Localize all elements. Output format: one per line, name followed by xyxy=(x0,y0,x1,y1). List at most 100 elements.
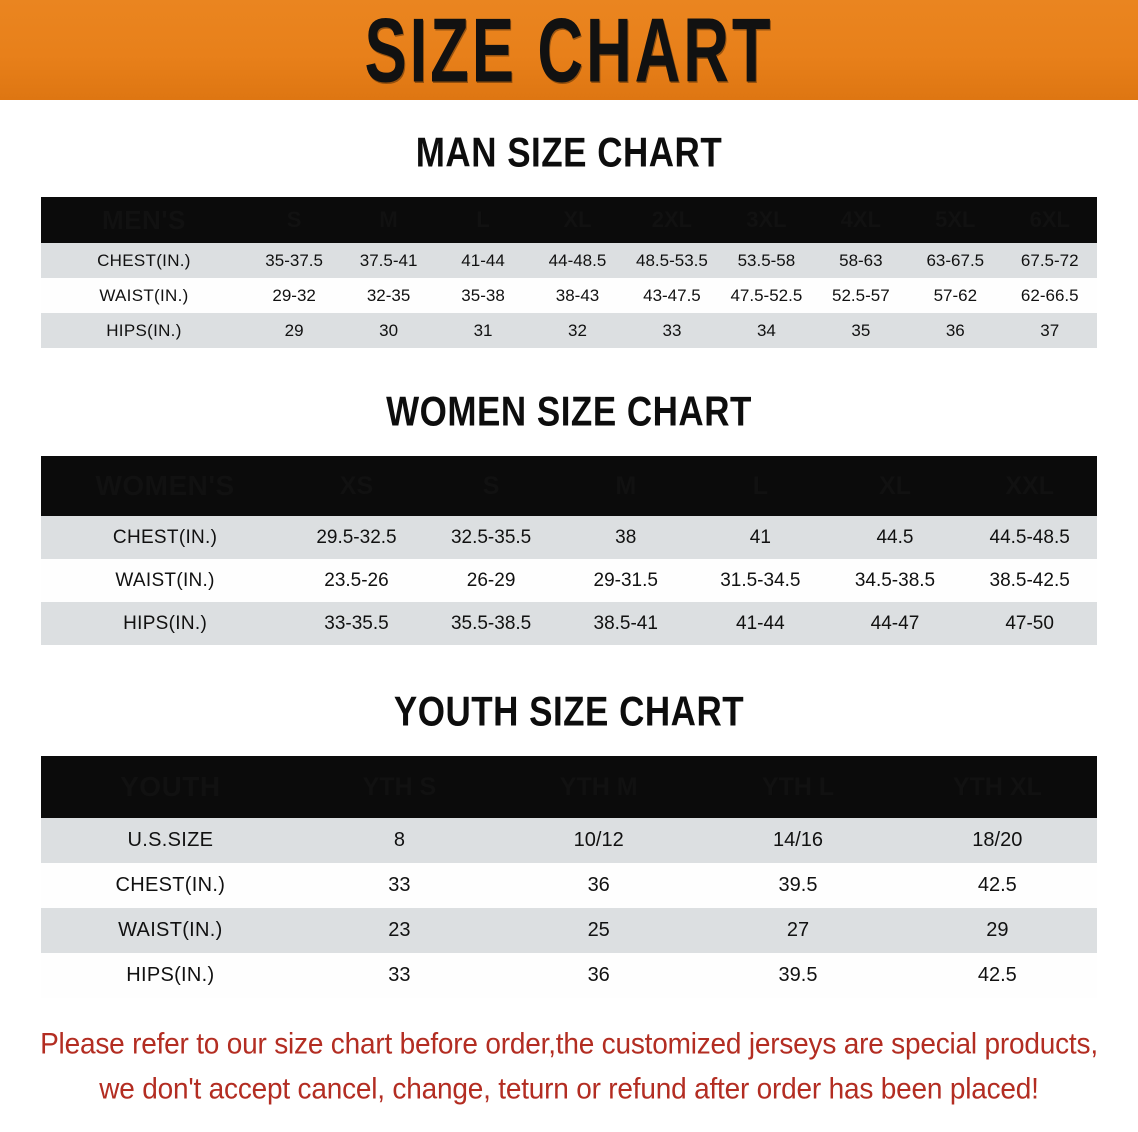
table-row: WAIST(IN.) 23 25 27 29 xyxy=(41,908,1097,953)
man-size-table-wrapper: MEN'S S M L XL 2XL 3XL 4XL 5XL 6XL CHEST(IN.) 35-… xyxy=(41,197,1097,348)
table-row: WAIST(IN.) 23.5-26 26-29 29-31.5 31.5-34.5 34… xyxy=(41,559,1097,602)
order-policy-note: Please refer to our size chart before or… xyxy=(34,1022,1104,1111)
table-cell: 33 xyxy=(388,874,411,896)
women-table-header: WOMEN'S XS S M L XL XXL xyxy=(41,456,1097,516)
table-cell: 36 xyxy=(587,874,610,896)
women-size-table-wrapper: WOMEN'S XS S M L XL XXL CHEST(IN.) 29.5-32.5 32… xyxy=(41,456,1097,645)
table-cell: 38 xyxy=(615,526,637,548)
table-cell: 35.5-38.5 xyxy=(450,612,532,634)
man-size-column-header: 3XL xyxy=(719,197,814,243)
youth-measurement-label: WAIST(IN.) xyxy=(118,919,223,941)
man-size-column-header: S xyxy=(246,197,342,243)
youth-size-table: YOUTH YTH S YTH M YTH L YTH XL U.S.SIZE 8 10/… xyxy=(41,756,1097,998)
table-cell: 23 xyxy=(388,919,411,941)
youth-measurement-label: HIPS(IN.) xyxy=(126,964,215,986)
women-section-title: WOMEN SIZE CHART xyxy=(386,389,752,436)
table-cell: 33 xyxy=(388,964,411,986)
women-measurement-label: WAIST(IN.) xyxy=(115,569,215,591)
page-title: SIZE CHART xyxy=(364,0,774,102)
table-cell: 29.5-32.5 xyxy=(316,526,397,548)
table-cell: 23.5-26 xyxy=(324,569,389,591)
size-chart-banner: SIZE CHART xyxy=(0,0,1138,100)
table-cell: 38-43 xyxy=(555,285,600,305)
table-cell: 42.5 xyxy=(977,874,1017,896)
table-cell: 47-50 xyxy=(1005,612,1054,634)
man-size-column-header: L xyxy=(435,197,531,243)
table-cell: 10/12 xyxy=(573,829,624,851)
table-cell: 33 xyxy=(662,320,682,340)
women-size-column-header: XXL xyxy=(962,456,1097,516)
table-header-row: YOUTH YTH S YTH M YTH L YTH XL xyxy=(41,756,1097,818)
table-row: CHEST(IN.) 33 36 39.5 42.5 xyxy=(41,863,1097,908)
table-cell: 38.5-41 xyxy=(593,612,658,634)
table-row: CHEST(IN.) 29.5-32.5 32.5-35.5 38 41 44.5 44.5… xyxy=(41,516,1097,559)
table-cell: 36 xyxy=(945,320,965,340)
table-header-row: WOMEN'S XS S M L XL XXL xyxy=(41,456,1097,516)
table-cell: 35 xyxy=(851,320,871,340)
man-size-table: MEN'S S M L XL 2XL 3XL 4XL 5XL 6XL CHEST(IN.) 35-… xyxy=(41,197,1097,348)
table-cell: 14/16 xyxy=(772,829,824,851)
table-cell: 29-31.5 xyxy=(593,569,658,591)
table-cell: 30 xyxy=(379,320,399,340)
table-cell: 36 xyxy=(587,964,610,986)
table-cell: 44.5 xyxy=(876,526,914,548)
table-cell: 37 xyxy=(1040,320,1060,340)
table-cell: 29 xyxy=(986,919,1009,941)
women-measurement-label: HIPS(IN.) xyxy=(123,612,208,634)
table-cell: 34 xyxy=(756,320,776,340)
table-cell: 29-32 xyxy=(272,285,316,305)
man-measurement-label: HIPS(IN.) xyxy=(106,320,182,340)
man-table-header: MEN'S S M L XL 2XL 3XL 4XL 5XL 6XL xyxy=(41,197,1097,243)
table-cell: 42.5 xyxy=(977,964,1017,986)
table-row: CHEST(IN.) 35-37.5 37.5-41 41-44 44-48.5 48.5… xyxy=(41,243,1097,278)
table-cell: 35-37.5 xyxy=(265,250,323,270)
table-cell: 62-66.5 xyxy=(1020,285,1079,305)
women-size-column-header: XS xyxy=(289,456,424,516)
table-cell: 41 xyxy=(749,526,771,548)
table-cell: 35-38 xyxy=(461,285,505,305)
man-measurement-label: CHEST(IN.) xyxy=(97,250,191,270)
man-section-title: MAN SIZE CHART xyxy=(415,130,723,177)
table-cell: 39.5 xyxy=(778,964,818,986)
table-cell: 18/20 xyxy=(972,829,1023,851)
women-size-table: WOMEN'S XS S M L XL XXL CHEST(IN.) 29.5-32.5 32… xyxy=(41,456,1097,645)
table-row: U.S.SIZE 8 10/12 14/16 18/20 xyxy=(41,818,1097,863)
youth-size-column-header: YTH L xyxy=(698,756,898,818)
table-cell: 41-44 xyxy=(461,250,505,270)
youth-table-body: U.S.SIZE 8 10/12 14/16 18/20 CHEST(IN.) 33 36 39… xyxy=(41,818,1097,998)
youth-size-column-header: YTH M xyxy=(499,756,699,818)
table-cell: 27 xyxy=(786,919,810,941)
table-row: WAIST(IN.) 29-32 32-35 35-38 38-43 43-47.5 47.… xyxy=(41,278,1097,313)
man-size-column-header: 2XL xyxy=(624,197,720,243)
table-cell: 38.5-42.5 xyxy=(989,569,1070,591)
order-policy-line-1: Please refer to our size chart before or… xyxy=(40,1027,1098,1060)
man-corner-label: MEN'S xyxy=(41,197,247,243)
table-cell: 31.5-34.5 xyxy=(720,569,801,591)
women-size-column-header: L xyxy=(693,456,828,516)
table-cell: 32 xyxy=(568,320,587,340)
table-cell: 44-47 xyxy=(870,612,920,634)
table-row: HIPS(IN.) 29 30 31 32 33 34 35 36 37 xyxy=(41,313,1097,348)
table-cell: 37.5-41 xyxy=(359,250,418,270)
man-size-column-header: XL xyxy=(530,197,625,243)
table-cell: 47.5-52.5 xyxy=(730,285,803,305)
table-cell: 43-47.5 xyxy=(643,285,701,305)
youth-section-title: YOUTH SIZE CHART xyxy=(393,689,745,736)
table-row: HIPS(IN.) 33-35.5 35.5-38.5 38.5-41 41-44 44-… xyxy=(41,602,1097,645)
youth-table-header: YOUTH YTH S YTH M YTH L YTH XL xyxy=(41,756,1097,818)
youth-size-column-header: YTH XL xyxy=(897,756,1097,818)
table-cell: 41-44 xyxy=(736,612,785,634)
table-cell: 31 xyxy=(473,320,493,340)
table-cell: 44-48.5 xyxy=(548,250,607,270)
table-cell: 29 xyxy=(284,320,304,340)
table-cell: 52.5-57 xyxy=(832,285,890,305)
man-measurement-label: WAIST(IN.) xyxy=(99,285,189,305)
women-measurement-label: CHEST(IN.) xyxy=(112,526,218,548)
table-cell: 39.5 xyxy=(778,874,818,896)
table-cell: 44.5-48.5 xyxy=(989,526,1070,548)
table-header-row: MEN'S S M L XL 2XL 3XL 4XL 5XL 6XL xyxy=(41,197,1097,243)
table-cell: 58-63 xyxy=(839,250,883,270)
women-size-column-header: S xyxy=(423,456,559,516)
table-cell: 53.5-58 xyxy=(737,250,796,270)
youth-measurement-label: U.S.SIZE xyxy=(127,829,214,851)
